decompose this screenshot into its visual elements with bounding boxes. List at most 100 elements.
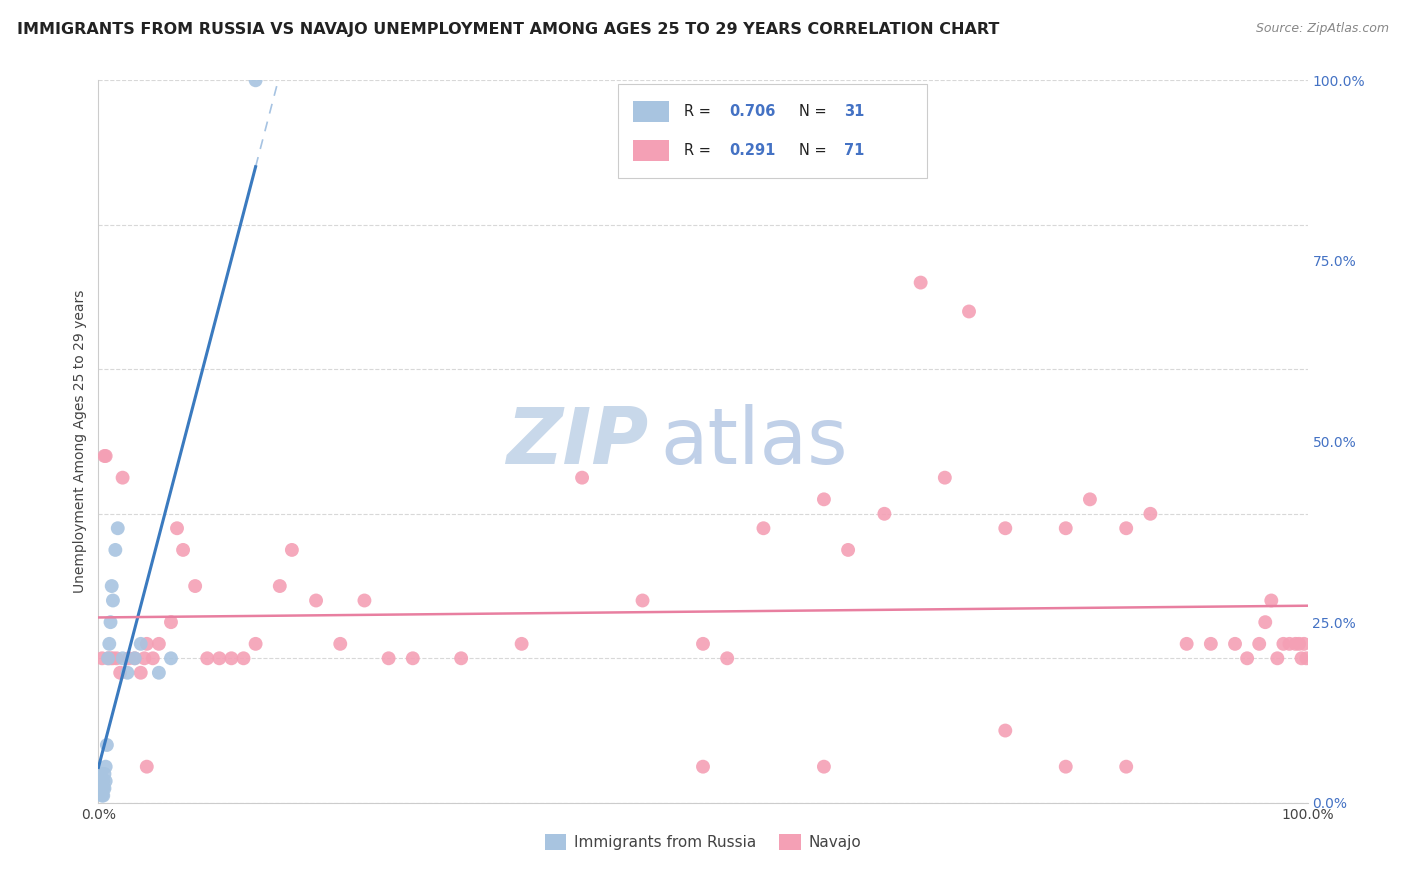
Point (184, 579, 207, 593)
Point (631, 593, 654, 607)
Point (129, 665, 152, 680)
Point (450, 651, 472, 665)
Point (837, 542, 859, 557)
Text: N =: N = (799, 103, 831, 119)
Point (101, 593, 124, 607)
Point (91, 781, 114, 796)
FancyBboxPatch shape (633, 139, 669, 161)
Point (1175, 637, 1198, 651)
Point (1292, 637, 1315, 651)
Text: 0.706: 0.706 (730, 103, 776, 119)
Point (135, 637, 157, 651)
Legend: Immigrants from Russia, Navajo: Immigrants from Russia, Navajo (538, 829, 868, 856)
Point (91, 774, 114, 789)
Point (89, 781, 111, 796)
Point (1054, 521, 1077, 535)
Point (142, 651, 165, 665)
Point (160, 651, 183, 665)
Point (93, 767, 115, 781)
Point (1054, 760, 1077, 774)
Point (1288, 637, 1310, 651)
Text: atlas: atlas (661, 403, 848, 480)
Point (91, 774, 114, 789)
Point (1199, 637, 1222, 651)
Point (101, 651, 124, 665)
Point (221, 651, 243, 665)
Point (107, 521, 129, 535)
Point (1254, 615, 1277, 630)
Point (98, 637, 121, 651)
Point (91, 781, 114, 796)
Point (1115, 521, 1137, 535)
Point (813, 760, 835, 774)
Point (100, 579, 122, 593)
Point (166, 521, 188, 535)
Text: 31: 31 (845, 103, 865, 119)
Point (1284, 637, 1306, 651)
Point (105, 651, 128, 665)
Text: ZIP: ZIP (506, 403, 648, 480)
Point (94, 774, 117, 789)
Point (1272, 637, 1295, 651)
Point (111, 651, 134, 665)
Point (1249, 637, 1271, 651)
Point (692, 760, 714, 774)
Point (94, 760, 117, 774)
Point (353, 593, 375, 607)
Point (1267, 651, 1289, 665)
Point (1278, 637, 1301, 651)
Point (245, 637, 267, 651)
Point (402, 651, 425, 665)
Point (994, 723, 1017, 738)
Point (124, 651, 146, 665)
Point (1260, 593, 1282, 607)
Point (91, 789, 114, 803)
Point (91, 651, 114, 665)
Text: R =: R = (683, 143, 716, 158)
Point (305, 593, 328, 607)
Text: N =: N = (799, 143, 831, 158)
Point (716, 651, 738, 665)
Point (117, 665, 139, 680)
Point (93, 781, 115, 796)
Point (160, 615, 183, 630)
Point (89, 774, 111, 789)
Text: 71: 71 (845, 143, 865, 158)
Point (1115, 760, 1137, 774)
Point (111, 470, 134, 484)
Point (172, 542, 194, 557)
FancyBboxPatch shape (619, 84, 927, 178)
Point (104, 542, 127, 557)
Point (208, 651, 231, 665)
Text: R =: R = (683, 103, 716, 119)
Point (97, 651, 120, 665)
Text: 0.291: 0.291 (730, 143, 776, 158)
Point (1291, 651, 1313, 665)
Point (96, 738, 118, 752)
Text: Source: ZipAtlas.com: Source: ZipAtlas.com (1256, 22, 1389, 36)
Point (571, 470, 593, 484)
Point (813, 492, 835, 507)
Point (692, 637, 714, 651)
Point (1236, 651, 1258, 665)
Point (148, 665, 170, 680)
Point (329, 637, 352, 651)
Point (118, 651, 141, 665)
Point (245, 73, 267, 87)
Point (93, 449, 115, 463)
Point (1078, 492, 1101, 507)
Point (108, 665, 131, 680)
Point (752, 521, 775, 535)
Point (135, 760, 157, 774)
Point (91, 789, 114, 803)
Point (94, 449, 117, 463)
Text: IMMIGRANTS FROM RUSSIA VS NAVAJO UNEMPLOYMENT AMONG AGES 25 TO 29 YEARS CORRELAT: IMMIGRANTS FROM RUSSIA VS NAVAJO UNEMPLO… (17, 22, 1000, 37)
Point (124, 651, 146, 665)
Point (148, 637, 170, 651)
Point (90, 781, 112, 796)
Point (910, 276, 932, 290)
Point (1223, 637, 1246, 651)
Point (90, 781, 112, 796)
Point (91, 781, 114, 796)
Point (90, 767, 112, 781)
